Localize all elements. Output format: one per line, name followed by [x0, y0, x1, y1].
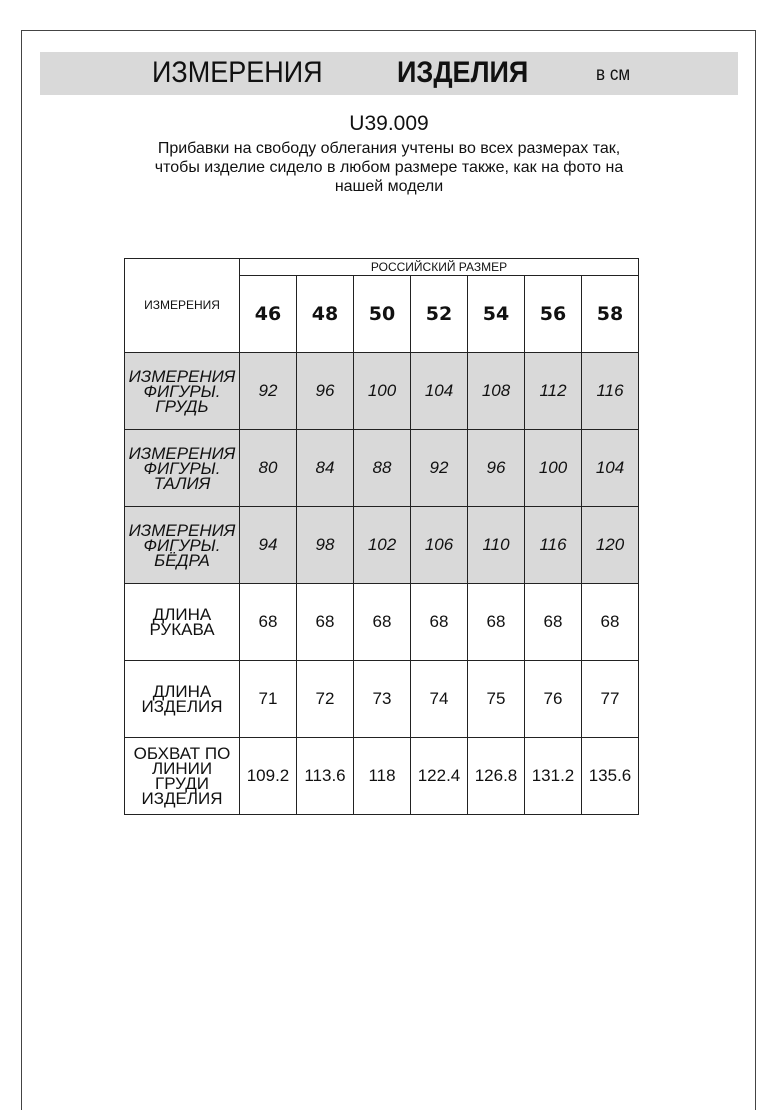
- table-cell: 68: [467, 583, 525, 661]
- table-cell: 80: [239, 429, 297, 507]
- table-cell: 131.2: [524, 737, 582, 815]
- table-cell: 102: [353, 506, 411, 584]
- row-label: ИЗМЕРЕНИЯ ФИГУРЫ. БЁДРА: [124, 506, 240, 584]
- table-row: ИЗМЕРЕНИЯ ФИГУРЫ. ТАЛИЯ 80 84 88 92 96 100 104: [124, 429, 639, 507]
- table-cell: 88: [353, 429, 411, 507]
- title-regular: ИЗМЕРЕНИЯ: [152, 56, 323, 89]
- table-row: ИЗМЕРЕНИЯ ФИГУРЫ. ГРУДЬ 92 96 100 104 108 112 11…: [124, 352, 639, 430]
- table-cell: 92: [410, 429, 468, 507]
- size-header: 52: [410, 275, 468, 353]
- group-header: РОССИЙСКИЙ РАЗМЕР: [239, 258, 639, 276]
- table-cell: 116: [581, 352, 639, 430]
- table-cell: 96: [467, 429, 525, 507]
- size-header: 46: [239, 275, 297, 353]
- table-cell: 110: [467, 506, 525, 584]
- table-cell: 68: [524, 583, 582, 661]
- table-cell: 122.4: [410, 737, 468, 815]
- title-bold: ИЗДЕЛИЯ: [397, 56, 529, 89]
- row-label-line: ИЗМЕРЕНИЯ: [128, 443, 236, 463]
- table-row: ДЛИНА ИЗДЕЛИЯ 71 72 73 74 75 76 77: [124, 660, 639, 738]
- row-label-line: ФИГУРЫ. БЁДРА: [143, 535, 221, 570]
- title-banner: ИЗМЕРЕНИЯ ИЗДЕЛИЯ в см: [40, 52, 738, 95]
- row-label-line: ИЗМЕРЕНИЯ: [128, 366, 236, 386]
- size-header: 56: [524, 275, 582, 353]
- table-cell: 116: [524, 506, 582, 584]
- note-line: чтобы изделие сидело в любом размере так…: [154, 159, 624, 176]
- table-cell: 72: [296, 660, 354, 738]
- title-unit: в см: [596, 64, 631, 85]
- row-label-line: ФИГУРЫ. ГРУДЬ: [143, 381, 221, 416]
- table-cell: 84: [296, 429, 354, 507]
- table-row: ДЛИНА РУКАВА 68 68 68 68 68 68 68: [124, 583, 639, 661]
- size-header: 58: [581, 275, 639, 353]
- table-cell: 100: [524, 429, 582, 507]
- table-cell: 108: [467, 352, 525, 430]
- table-cell: 104: [410, 352, 468, 430]
- table-cell: 120: [581, 506, 639, 584]
- corner-header: ИЗМЕРЕНИЯ: [124, 258, 240, 353]
- table-cell: 68: [581, 583, 639, 661]
- table-cell: 77: [581, 660, 639, 738]
- table-cell: 68: [296, 583, 354, 661]
- table-cell: 68: [353, 583, 411, 661]
- table-cell: 68: [239, 583, 297, 661]
- table-cell: 73: [353, 660, 411, 738]
- table-cell: 100: [353, 352, 411, 430]
- table-cell: 92: [239, 352, 297, 430]
- fit-note: Прибавки на свободу облегания учтены во …: [0, 139, 778, 196]
- size-header: 48: [296, 275, 354, 353]
- row-label-line: ИЗДЕЛИЯ: [141, 789, 223, 808]
- table-cell: 74: [410, 660, 468, 738]
- row-label: ИЗМЕРЕНИЯ ФИГУРЫ. ГРУДЬ: [124, 352, 240, 430]
- table-cell: 126.8: [467, 737, 525, 815]
- row-label-line: ДЛИНА ИЗДЕЛИЯ: [141, 682, 223, 716]
- table-cell: 68: [410, 583, 468, 661]
- page-frame: [21, 30, 756, 1110]
- row-label: ДЛИНА РУКАВА: [124, 583, 240, 661]
- table-cell: 112: [524, 352, 582, 430]
- row-label-line: ФИГУРЫ. ТАЛИЯ: [143, 458, 221, 493]
- table-cell: 94: [239, 506, 297, 584]
- table-cell: 109.2: [239, 737, 297, 815]
- table-cell: 118: [353, 737, 411, 815]
- table-cell: 75: [467, 660, 525, 738]
- row-label-line: ОБХВАТ ПО: [133, 744, 231, 763]
- article-code: U39.009: [349, 112, 429, 135]
- table-cell: 98: [296, 506, 354, 584]
- size-table: ИЗМЕРЕНИЯ РОССИЙСКИЙ РАЗМЕР 46 48 50 52 54 56…: [124, 258, 639, 815]
- table-cell: 135.6: [581, 737, 639, 815]
- table-cell: 71: [239, 660, 297, 738]
- table-cell: 106: [410, 506, 468, 584]
- row-label-line: ДЛИНА РУКАВА: [149, 605, 215, 639]
- note-line: нашей модели: [334, 178, 444, 195]
- row-label: ОБХВАТ ПО ЛИНИИ ГРУДИ ИЗДЕЛИЯ: [124, 737, 240, 815]
- table-row: ОБХВАТ ПО ЛИНИИ ГРУДИ ИЗДЕЛИЯ 109.2 113.6 118…: [124, 737, 639, 815]
- row-label: ИЗМЕРЕНИЯ ФИГУРЫ. ТАЛИЯ: [124, 429, 240, 507]
- row-label-line: ИЗМЕРЕНИЯ: [128, 520, 236, 540]
- table-cell: 113.6: [296, 737, 354, 815]
- row-label: ДЛИНА ИЗДЕЛИЯ: [124, 660, 240, 738]
- row-label-line: ЛИНИИ ГРУДИ: [151, 759, 213, 793]
- table-row: ИЗМЕРЕНИЯ ФИГУРЫ. БЁДРА 94 98 102 106 110 116 12…: [124, 506, 639, 584]
- note-line: Прибавки на свободу облегания учтены во …: [157, 140, 621, 157]
- table-cell: 104: [581, 429, 639, 507]
- size-header: 54: [467, 275, 525, 353]
- table-cell: 76: [524, 660, 582, 738]
- size-header: 50: [353, 275, 411, 353]
- table-cell: 96: [296, 352, 354, 430]
